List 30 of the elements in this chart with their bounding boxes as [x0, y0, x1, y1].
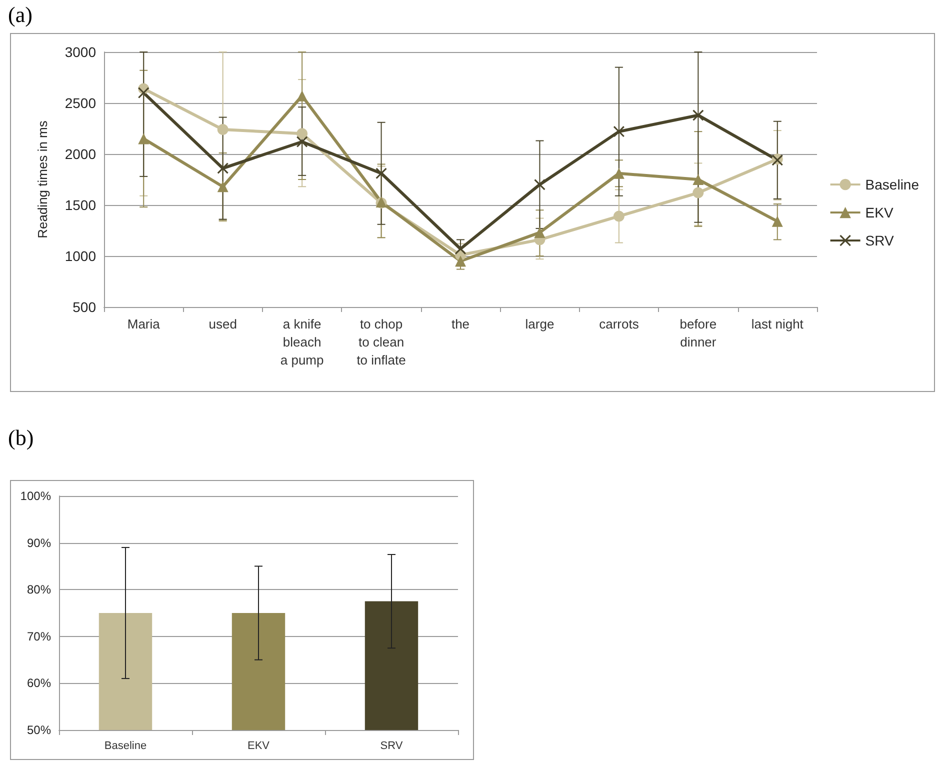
y-tick-label: 90% [26, 536, 52, 550]
y-tick-label: 50% [26, 723, 52, 737]
x-tick-label: before dinner [680, 316, 717, 350]
x-tick-label: Baseline [104, 740, 147, 752]
legend-label: Baseline [865, 176, 920, 192]
x-tick-label: a knife bleach a pump [280, 316, 324, 368]
y-tick-label: 60% [26, 676, 52, 690]
y-tick-label: 2500 [64, 95, 96, 111]
y-tick-label: 1000 [64, 248, 96, 264]
y-tick-label: 80% [26, 582, 52, 597]
legend-label: SRV [865, 232, 894, 248]
x-tick-label: the [451, 316, 470, 332]
y-tick-label: 1500 [64, 197, 96, 213]
y-tick-label: 3000 [64, 44, 96, 60]
chart-title: (b) [8, 425, 34, 451]
x-tick-label: carrots [599, 316, 640, 332]
x-tick-label: to chop to clean to inflate [356, 316, 406, 368]
y-tick-label: 100% [20, 489, 52, 503]
x-tick-label: last night [751, 316, 804, 332]
x-tick-label: SRV [380, 740, 404, 752]
chart-title: (a) [8, 2, 32, 28]
x-tick-label: Maria [127, 316, 161, 332]
legend-label: EKV [865, 204, 894, 220]
x-tick-label: large [525, 316, 554, 332]
x-tick-label: EKV [247, 740, 270, 752]
x-tick-label: used [208, 316, 237, 332]
y-axis-title: Reading times in ms [35, 120, 50, 238]
y-tick-label: 2000 [64, 146, 96, 162]
y-tick-label: 500 [72, 299, 96, 315]
y-tick-label: 70% [26, 629, 52, 644]
